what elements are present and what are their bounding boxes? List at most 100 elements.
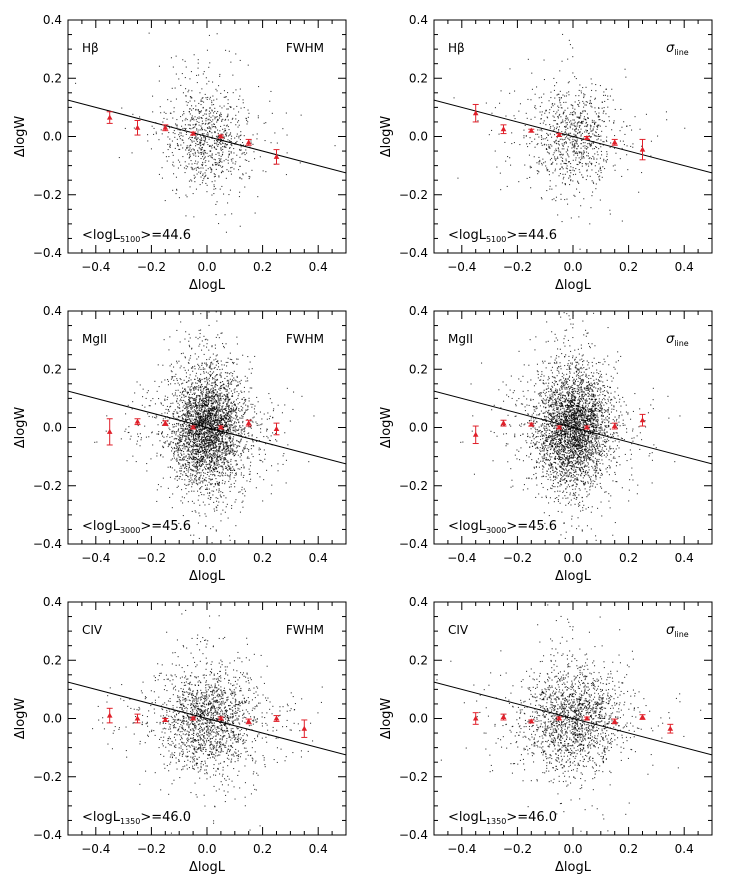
data-point — [206, 346, 208, 348]
data-point — [188, 434, 190, 436]
data-point — [210, 398, 212, 400]
data-point — [200, 459, 202, 461]
data-point — [171, 431, 173, 433]
data-point — [207, 413, 209, 415]
data-point — [265, 171, 267, 173]
data-point — [216, 121, 218, 123]
data-point — [232, 92, 234, 94]
data-point — [220, 138, 222, 140]
data-point — [214, 126, 216, 128]
data-point — [204, 424, 206, 426]
data-point — [232, 162, 234, 164]
data-point — [181, 396, 183, 398]
data-point — [199, 420, 201, 422]
data-point — [273, 408, 275, 410]
data-point — [206, 403, 208, 405]
data-point — [549, 180, 551, 182]
data-point — [211, 444, 213, 446]
data-point — [200, 141, 202, 143]
data-point — [552, 172, 554, 174]
data-point — [559, 102, 561, 104]
data-point — [190, 431, 192, 433]
data-point — [217, 437, 219, 439]
data-point — [250, 403, 252, 405]
data-point — [234, 501, 236, 503]
data-point — [589, 223, 591, 225]
data-point — [164, 417, 166, 419]
data-point — [558, 106, 560, 108]
data-point — [174, 392, 176, 394]
data-point — [546, 148, 548, 150]
data-point — [555, 139, 557, 141]
data-point — [579, 131, 581, 133]
data-point — [222, 411, 224, 413]
data-point — [209, 498, 211, 500]
data-point — [197, 151, 199, 153]
data-point — [209, 297, 210, 298]
data-point — [213, 410, 215, 412]
data-point — [575, 78, 577, 80]
data-point — [568, 177, 570, 179]
data-point — [244, 413, 246, 415]
data-point — [221, 462, 223, 464]
data-point — [248, 457, 250, 459]
data-point — [560, 104, 562, 106]
data-point — [229, 383, 231, 385]
data-point — [200, 171, 202, 173]
data-point — [209, 96, 211, 98]
data-point — [199, 336, 201, 338]
data-point — [187, 501, 189, 503]
data-point — [206, 392, 208, 394]
data-point — [223, 412, 225, 414]
data-point — [228, 399, 230, 401]
data-point — [213, 419, 215, 421]
data-point — [577, 133, 579, 135]
data-point — [195, 452, 197, 454]
data-point — [213, 398, 215, 400]
data-point — [209, 127, 211, 129]
data-point — [221, 418, 223, 420]
data-point — [216, 425, 218, 427]
data-point — [197, 166, 199, 168]
data-point — [607, 106, 609, 108]
data-point — [199, 432, 201, 434]
data-point — [215, 478, 217, 480]
data-point — [256, 413, 258, 415]
data-point — [208, 66, 210, 68]
data-point — [209, 421, 211, 423]
data-point — [198, 143, 200, 145]
data-point — [524, 124, 526, 126]
data-point — [208, 391, 210, 393]
data-point — [220, 385, 222, 387]
data-point — [208, 383, 210, 385]
data-point — [623, 144, 625, 146]
data-point — [202, 452, 204, 454]
data-point — [196, 430, 198, 432]
data-point — [215, 412, 217, 414]
data-point — [204, 400, 206, 402]
data-point — [239, 442, 241, 444]
data-point — [189, 153, 191, 155]
data-point — [226, 393, 228, 395]
data-point — [192, 457, 194, 459]
data-point — [226, 453, 228, 455]
data-point — [571, 141, 573, 143]
data-point — [213, 429, 215, 431]
data-point — [206, 396, 208, 398]
data-point — [186, 428, 188, 430]
data-point — [252, 441, 254, 443]
data-point — [162, 364, 164, 366]
data-point — [243, 467, 245, 469]
data-point — [194, 402, 196, 404]
data-point — [221, 392, 223, 394]
data-point — [186, 468, 188, 470]
data-point — [181, 402, 183, 404]
data-point — [202, 469, 204, 471]
data-point — [209, 460, 211, 462]
data-point — [574, 134, 576, 136]
data-point — [190, 411, 192, 413]
data-point — [228, 440, 230, 442]
data-point — [202, 413, 204, 415]
data-point — [222, 452, 224, 454]
data-point — [204, 479, 206, 481]
